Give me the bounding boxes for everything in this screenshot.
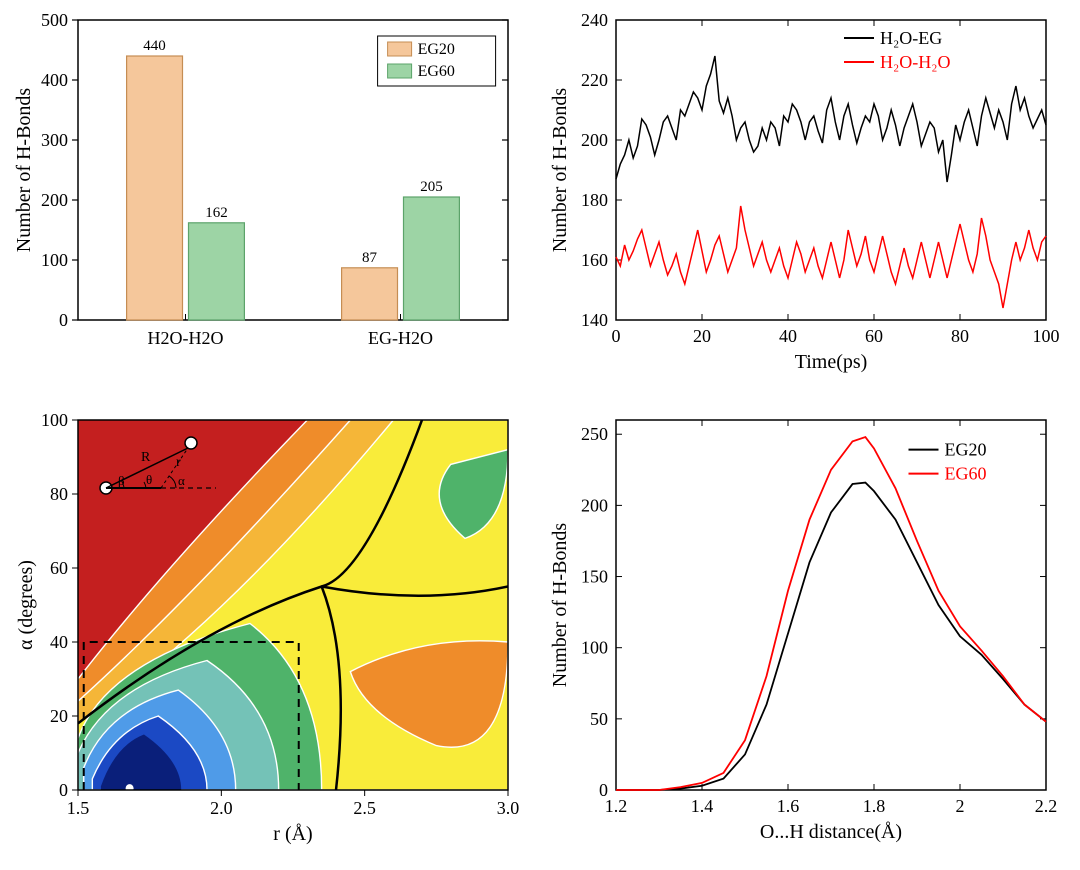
svg-text:R: R (141, 450, 151, 465)
svg-text:160: 160 (581, 250, 608, 270)
main-svg: 0100200300400500Number of H-BondsH2O-H2O… (0, 0, 1080, 870)
svg-text:EG60: EG60 (418, 63, 455, 80)
svg-text:150: 150 (581, 567, 608, 587)
svg-text:100: 100 (41, 410, 68, 430)
svg-text:α: α (178, 473, 185, 488)
svg-text:1.6: 1.6 (777, 796, 800, 816)
svg-text:θ: θ (146, 472, 152, 487)
svg-text:87: 87 (362, 250, 378, 266)
svg-text:100: 100 (581, 638, 608, 658)
svg-text:100: 100 (41, 250, 68, 270)
panel-d-line-chart-legend: EG20 EG60 (909, 440, 987, 484)
panel-b-line-chart: 0 20 40 60 80 100 140 160 180 200 220 240 Time(ps) Nu… (549, 10, 1060, 373)
svg-text:1.5: 1.5 (67, 798, 90, 818)
bar (189, 223, 245, 320)
svg-text:0: 0 (599, 780, 608, 800)
svg-text:50: 50 (590, 709, 608, 729)
svg-text:1.4: 1.4 (691, 796, 714, 816)
svg-text:80: 80 (951, 326, 969, 346)
svg-text:EG60: EG60 (945, 464, 987, 484)
svg-text:180: 180 (581, 190, 608, 210)
svg-text:0: 0 (59, 780, 68, 800)
svg-text:140: 140 (581, 310, 608, 330)
bar (404, 197, 460, 320)
panel-d-line-chart: 1.2 1.4 1.6 1.8 2 2.2 0 50 100 150 200 250 O...H dis… (549, 420, 1057, 843)
svg-text:60: 60 (865, 326, 883, 346)
svg-text:1.8: 1.8 (863, 796, 886, 816)
svg-text:H₂O-EG: H₂O-EG (880, 28, 942, 48)
series-line (616, 206, 1046, 308)
svg-text:β: β (118, 473, 125, 488)
svg-text:0: 0 (59, 310, 68, 330)
svg-text:300: 300 (41, 130, 68, 150)
svg-text:2.0: 2.0 (210, 798, 233, 818)
series-line (616, 56, 1046, 182)
svg-text:100: 100 (1033, 326, 1060, 346)
svg-text:H₂O-H₂O: H₂O-H₂O (880, 52, 951, 72)
svg-text:240: 240 (581, 10, 608, 30)
svg-text:162: 162 (205, 205, 228, 221)
svg-text:2.2: 2.2 (1035, 796, 1058, 816)
svg-text:250: 250 (581, 424, 608, 444)
panel-c-contour: 1.5 2.0 2.5 3.0 0 20 40 60 80 100 r (Å) α (degrees)… (15, 410, 519, 845)
svg-text:H2O-H2O: H2O-H2O (148, 328, 224, 348)
figure-container: 0100200300400500Number of H-BondsH2O-H2O… (0, 0, 1080, 870)
svg-text:200: 200 (581, 495, 608, 515)
panel-b-line-chart-legend: H₂O-EG H₂O-H₂O (844, 28, 951, 72)
bar (127, 56, 183, 320)
svg-text:220: 220 (581, 70, 608, 90)
svg-text:r (Å): r (Å) (273, 823, 312, 845)
svg-text:2: 2 (956, 796, 965, 816)
svg-text:Time(ps): Time(ps) (795, 351, 868, 373)
svg-text:2.5: 2.5 (353, 798, 376, 818)
svg-text:α (degrees): α (degrees) (15, 560, 37, 650)
svg-text:40: 40 (50, 632, 68, 652)
svg-text:Number of H-Bonds: Number of H-Bonds (549, 88, 571, 253)
svg-text:r: r (176, 455, 181, 470)
series-line (616, 437, 1046, 790)
series-line (616, 483, 1046, 790)
svg-text:200: 200 (41, 190, 68, 210)
svg-text:60: 60 (50, 558, 68, 578)
panel-a-legend: EG20 EG60 (378, 36, 496, 86)
svg-text:0: 0 (612, 326, 621, 346)
panel-a-bar-chart: 0 100 200 300 400 500 Number of H-Bonds H2O-H2O… (13, 10, 508, 348)
svg-text:205: 205 (420, 179, 443, 195)
svg-text:EG-H2O: EG-H2O (368, 328, 433, 348)
svg-text:20: 20 (50, 706, 68, 726)
svg-text:400: 400 (41, 70, 68, 90)
svg-text:3.0: 3.0 (497, 798, 520, 818)
svg-text:Number of H-Bonds: Number of H-Bonds (549, 523, 571, 688)
svg-text:20: 20 (693, 326, 711, 346)
svg-text:1.2: 1.2 (605, 796, 628, 816)
svg-text:80: 80 (50, 484, 68, 504)
svg-text:EG20: EG20 (418, 41, 455, 58)
svg-text:200: 200 (581, 130, 608, 150)
svg-text:500: 500 (41, 10, 68, 30)
svg-text:40: 40 (779, 326, 797, 346)
bar (342, 268, 398, 320)
svg-text:440: 440 (143, 38, 166, 54)
svg-text:Number of H-Bonds: Number of H-Bonds (13, 88, 35, 253)
svg-text:O...H distance(Å): O...H distance(Å) (760, 821, 902, 843)
svg-text:EG20: EG20 (945, 440, 987, 460)
